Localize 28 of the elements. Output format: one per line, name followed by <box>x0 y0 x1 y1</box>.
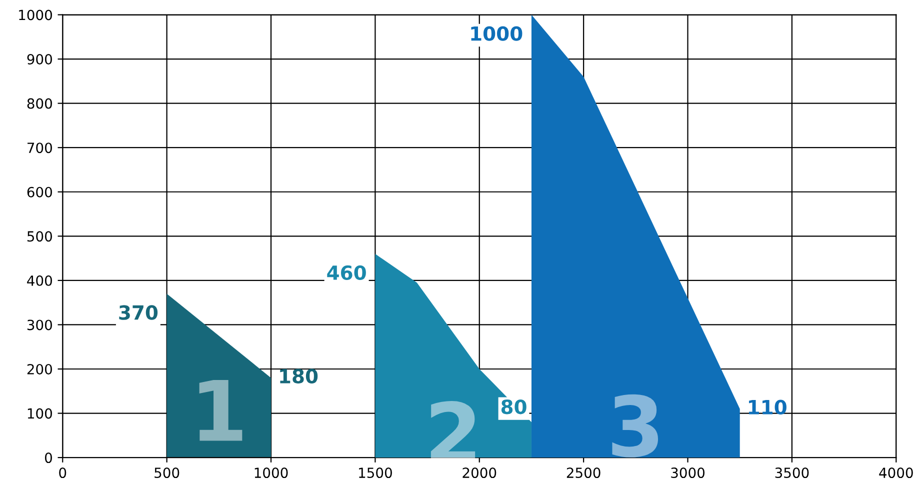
data-label: 180 <box>280 368 318 384</box>
y-tick-label: 800 <box>27 98 52 109</box>
data-label: 1000 <box>471 26 522 41</box>
y-tick-label: 1000 <box>19 10 52 20</box>
x-tick-label: 1500 <box>359 468 392 478</box>
x-tick-label: 2500 <box>566 468 600 478</box>
y-tick-label: 900 <box>27 54 52 65</box>
y-tick-label: 100 <box>28 408 52 419</box>
series-label: 1 <box>199 380 242 441</box>
y-tick-label: 200 <box>27 364 52 374</box>
data-label: 80 <box>501 399 526 414</box>
x-tick-label: 3000 <box>671 468 705 478</box>
y-tick-label: 500 <box>27 231 52 242</box>
x-tick-label: 2000 <box>462 468 496 478</box>
y-tick-label: 300 <box>27 320 52 330</box>
data-label: 460 <box>327 265 366 280</box>
y-tick-label: 600 <box>27 186 52 198</box>
x-tick-label: 3500 <box>775 468 809 478</box>
x-tick-label: 500 <box>154 468 180 478</box>
x-tick-label: 4000 <box>879 468 913 478</box>
data-label: 370 <box>119 305 158 320</box>
y-tick-label: 400 <box>27 275 52 286</box>
y-tick-label: 700 <box>28 142 52 154</box>
data-label: 110 <box>748 400 786 414</box>
x-tick-label: 1000 <box>254 468 288 478</box>
series-label: 3 <box>612 394 658 458</box>
y-tick-label: 0 <box>44 452 52 464</box>
x-tick-label: 0 <box>59 468 66 478</box>
